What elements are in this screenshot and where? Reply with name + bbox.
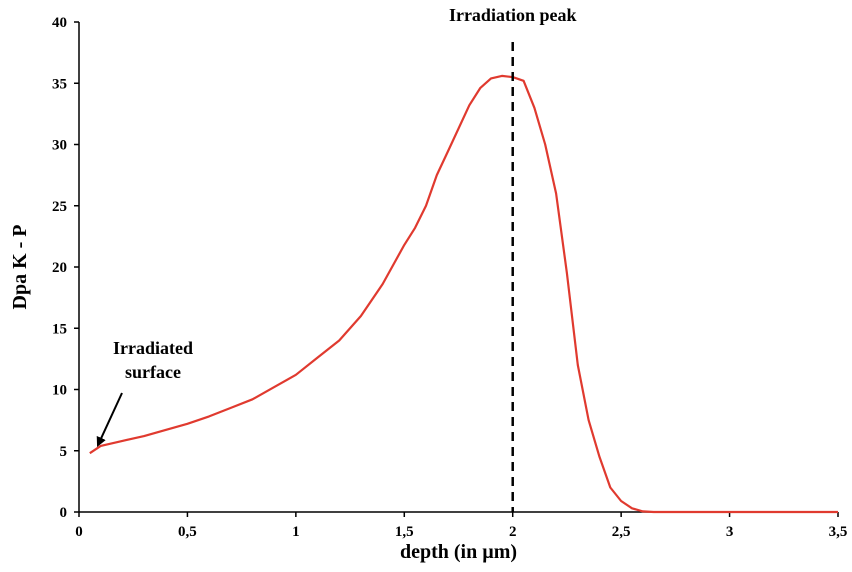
y-tick-label: 10 [52,383,67,399]
y-tick-label: 40 [52,15,67,31]
series-line [89,74,838,514]
x-tick-label: 0,5 [178,524,197,540]
x-tick-label: 1,5 [395,524,414,540]
y-axis-title: Dpa K - P [9,225,31,310]
y-tick-label: 25 [52,199,67,215]
x-tick-label: 2,5 [612,524,631,540]
y-tick-label: 20 [52,260,67,276]
x-tick-label: 1 [292,524,300,540]
y-tick-label: 0 [60,505,68,521]
irradiated-surface-label-line2: surface [125,362,181,382]
x-tick-label: 2 [509,524,517,540]
irradiated-surface-label-line1: Irradiated [113,338,193,358]
x-axis-ticks: 0 0,5 1 1,5 2 2,5 3 3,5 [75,512,847,540]
y-tick-label: 5 [60,444,68,460]
y-axis-ticks: 0 5 10 15 20 25 30 35 40 [52,15,79,521]
irradiation-peak-label: Irradiation peak [449,5,577,25]
x-tick-label: 3,5 [829,524,848,540]
y-tick-label: 30 [52,138,67,154]
x-tick-label: 0 [75,524,83,540]
x-axis-title: depth (in µm) [400,541,517,563]
irradiated-surface-arrow [96,392,123,448]
y-tick-label: 35 [52,76,67,92]
y-tick-label: 15 [52,321,67,337]
x-tick-label: 3 [726,524,734,540]
